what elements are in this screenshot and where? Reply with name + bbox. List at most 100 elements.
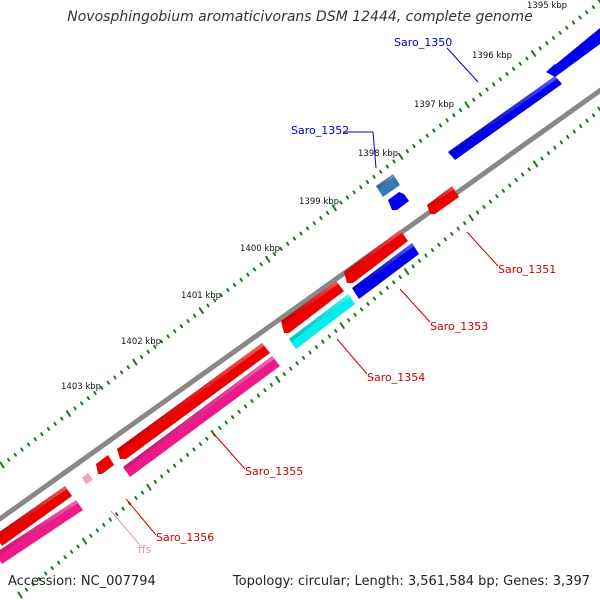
minor-tick — [113, 375, 117, 380]
minor-tick — [546, 151, 551, 156]
minor-tick — [527, 167, 531, 172]
minor-tick — [140, 490, 145, 495]
gene-label-ffs[interactable]: ffs — [138, 543, 152, 556]
gene-label-saro-1355[interactable]: Saro_1355 — [245, 465, 303, 478]
major-tick — [65, 410, 72, 417]
minor-tick — [405, 149, 409, 154]
minor-tick — [485, 87, 489, 92]
tick-label-1397: 1397 kbp — [414, 100, 454, 110]
minor-tick — [498, 77, 502, 82]
minor-tick — [73, 406, 77, 411]
minor-tick — [366, 302, 370, 306]
gene-saro-1352[interactable] — [376, 174, 400, 197]
minor-tick — [239, 277, 243, 282]
minor-tick — [379, 291, 383, 296]
minor-tick — [226, 288, 230, 293]
minor-tick — [7, 457, 11, 462]
minor-tick — [585, 118, 589, 123]
minor-tick — [392, 159, 396, 164]
gene-red-1354-upper[interactable] — [281, 281, 344, 333]
minor-tick — [289, 366, 293, 371]
genome-stats-label: Topology: circular; Length: 3,561,584 bp… — [232, 574, 590, 589]
minor-tick — [295, 361, 299, 366]
minor-tick — [250, 399, 254, 403]
accession-label: Accession: NC_007794 — [8, 574, 156, 589]
gene-red-1355-upper[interactable] — [117, 343, 270, 459]
minor-tick — [411, 264, 415, 269]
major-tick — [597, 106, 600, 112]
gene-label-saro-1354[interactable]: Saro_1354 — [367, 371, 425, 384]
minor-tick — [106, 380, 110, 385]
minor-tick — [412, 144, 416, 149]
gene-saro-1350[interactable] — [448, 28, 600, 160]
tick-label-1402: 1402 kbp — [121, 337, 161, 347]
minor-tick — [20, 447, 24, 452]
minor-tick — [121, 506, 125, 511]
gene-pink-lower[interactable] — [0, 500, 83, 564]
minor-tick — [102, 522, 106, 527]
minor-tick — [478, 92, 483, 97]
minor-tick — [472, 97, 476, 102]
gene-label-saro-1353[interactable]: Saro_1353 — [430, 320, 488, 333]
gene-label-saro-1351[interactable]: Saro_1351 — [498, 263, 556, 276]
minor-tick — [272, 252, 277, 257]
gene-forward-small[interactable] — [388, 192, 409, 210]
gene-red-1353-upper[interactable] — [344, 230, 408, 283]
minor-tick — [521, 172, 525, 177]
gene-label-saro-1356[interactable]: Saro_1356 — [156, 531, 214, 544]
gene-saro-1355[interactable] — [123, 356, 280, 477]
tick-label-1400: 1400 kbp — [240, 244, 280, 254]
minor-tick — [385, 164, 390, 169]
gene-saro-1354[interactable] — [289, 294, 355, 349]
minor-tick — [352, 190, 356, 195]
minor-tick — [379, 169, 383, 174]
minor-tick — [445, 118, 449, 123]
gene-labels: Saro_1350 Saro_1352 Saro_1351 Saro_1353 … — [138, 36, 556, 556]
minor-tick — [385, 285, 389, 290]
minor-tick — [119, 370, 124, 375]
minor-tick — [398, 275, 402, 280]
gene-saro-1356[interactable] — [0, 486, 72, 546]
minor-tick — [232, 282, 237, 287]
gene-label-saro-1350[interactable]: Saro_1350 — [394, 36, 452, 49]
minor-tick — [325, 210, 330, 215]
gene-red-small[interactable] — [96, 455, 114, 474]
minor-tick — [185, 452, 190, 457]
minor-tick — [53, 421, 57, 426]
minor-tick — [430, 248, 435, 253]
minor-tick — [511, 66, 516, 71]
tick-label-1395: 1395 kbp — [527, 1, 567, 11]
minor-tick — [134, 496, 138, 500]
minor-tick — [540, 156, 544, 161]
gene-saro-1353[interactable] — [352, 243, 419, 299]
minor-tick — [108, 517, 112, 522]
minor-tick — [585, 10, 589, 15]
minor-tick — [63, 555, 67, 560]
minor-tick — [186, 318, 190, 323]
minor-tick — [93, 391, 97, 395]
major-tick — [81, 537, 88, 545]
tick-labels: 1395 kbp 1396 kbp 1397 kbp 1398 kbp 1399… — [61, 1, 567, 392]
major-tick — [132, 358, 138, 366]
minor-tick — [579, 124, 583, 129]
minor-tick — [60, 416, 64, 421]
minor-tick — [292, 236, 296, 241]
gene-ffs[interactable] — [82, 473, 93, 484]
minor-tick — [578, 15, 582, 20]
minor-tick — [565, 25, 569, 30]
minor-tick — [256, 393, 261, 398]
minor-tick — [425, 133, 429, 138]
minor-tick — [418, 138, 423, 143]
minor-tick — [314, 345, 319, 350]
gene-label-saro-1352[interactable]: Saro_1352 — [291, 124, 349, 137]
minor-tick — [327, 334, 331, 339]
minor-tick — [525, 56, 529, 61]
minor-tick — [219, 293, 223, 298]
tick-label-1399: 1399 kbp — [299, 197, 339, 207]
gene-saro-1351[interactable] — [427, 186, 459, 214]
minor-tick — [538, 46, 542, 51]
minor-tick — [438, 123, 443, 128]
minor-tick — [359, 307, 364, 312]
genome-title: Novosphingobium aromaticivorans DSM 1244… — [67, 9, 533, 25]
